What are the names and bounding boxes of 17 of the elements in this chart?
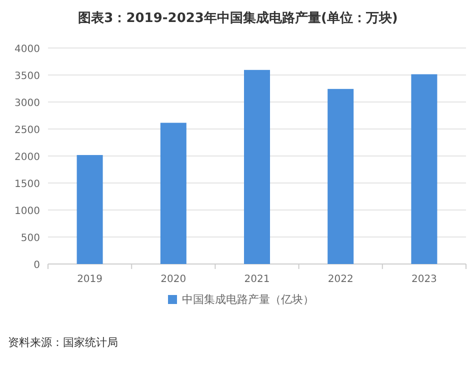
x-tick-label: 2019 bbox=[77, 274, 103, 285]
legend-label: 中国集成电路产量（亿块） bbox=[182, 293, 314, 306]
y-tick-label: 2500 bbox=[14, 125, 40, 136]
y-tick-label: 1000 bbox=[14, 206, 40, 217]
text: 资料来源：国家统计局 bbox=[8, 336, 118, 349]
chart-title: 图表3：2019-2023年中国集成电路产量(单位：万块) bbox=[78, 10, 398, 26]
x-tick-label: 2020 bbox=[160, 274, 186, 285]
y-tick-label: 500 bbox=[20, 233, 40, 244]
y-tick-label: 4000 bbox=[14, 44, 40, 55]
y-tick-label: 3000 bbox=[14, 98, 40, 109]
y-tick-label: 1500 bbox=[14, 179, 40, 190]
x-tick-label: 2022 bbox=[328, 274, 354, 285]
y-tick-label: 0 bbox=[34, 260, 40, 271]
x-tick-label: 2021 bbox=[244, 274, 270, 285]
y-tick-label: 2000 bbox=[14, 152, 40, 163]
y-tick-label: 3500 bbox=[14, 71, 40, 82]
x-tick-label: 2023 bbox=[411, 274, 437, 285]
